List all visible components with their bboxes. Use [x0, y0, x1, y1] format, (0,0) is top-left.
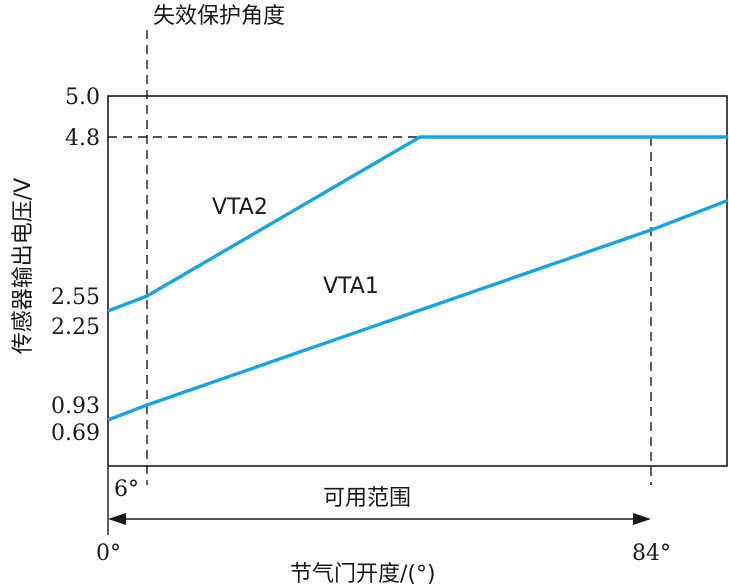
y-axis-label: 传感器输出电压/V — [11, 178, 36, 354]
arrowhead-right — [633, 513, 651, 525]
series-label-vta2: VTA2 — [212, 195, 268, 220]
y-tick-5-0: 5.0 — [65, 85, 100, 110]
usable-range-label: 可用范围 — [323, 486, 411, 511]
y-tick-0-69: 0.69 — [51, 421, 100, 446]
series-label-vta1: VTA1 — [323, 274, 379, 299]
series-line-vta2 — [107, 135, 728, 313]
fail-safe-label: 失效保护角度 — [153, 4, 285, 29]
y-tick-2-25: 2.25 — [51, 315, 100, 340]
x-tick-84: 84° — [632, 541, 671, 566]
x-tick-6: 6° — [114, 477, 139, 502]
y-tick-labels: 5.0 4.8 2.55 2.25 0.93 0.69 — [51, 85, 100, 446]
plot-frame — [107, 95, 728, 467]
x-axis-label: 节气门开度/(°) — [290, 562, 436, 586]
arrowhead-left — [108, 513, 126, 525]
x-tick-0: 0° — [96, 541, 121, 566]
y-tick-4-8: 4.8 — [65, 126, 100, 151]
y-tick-2-55: 2.55 — [51, 285, 100, 310]
y-tick-0-93: 0.93 — [51, 394, 100, 419]
series-line-vta1 — [107, 199, 729, 422]
